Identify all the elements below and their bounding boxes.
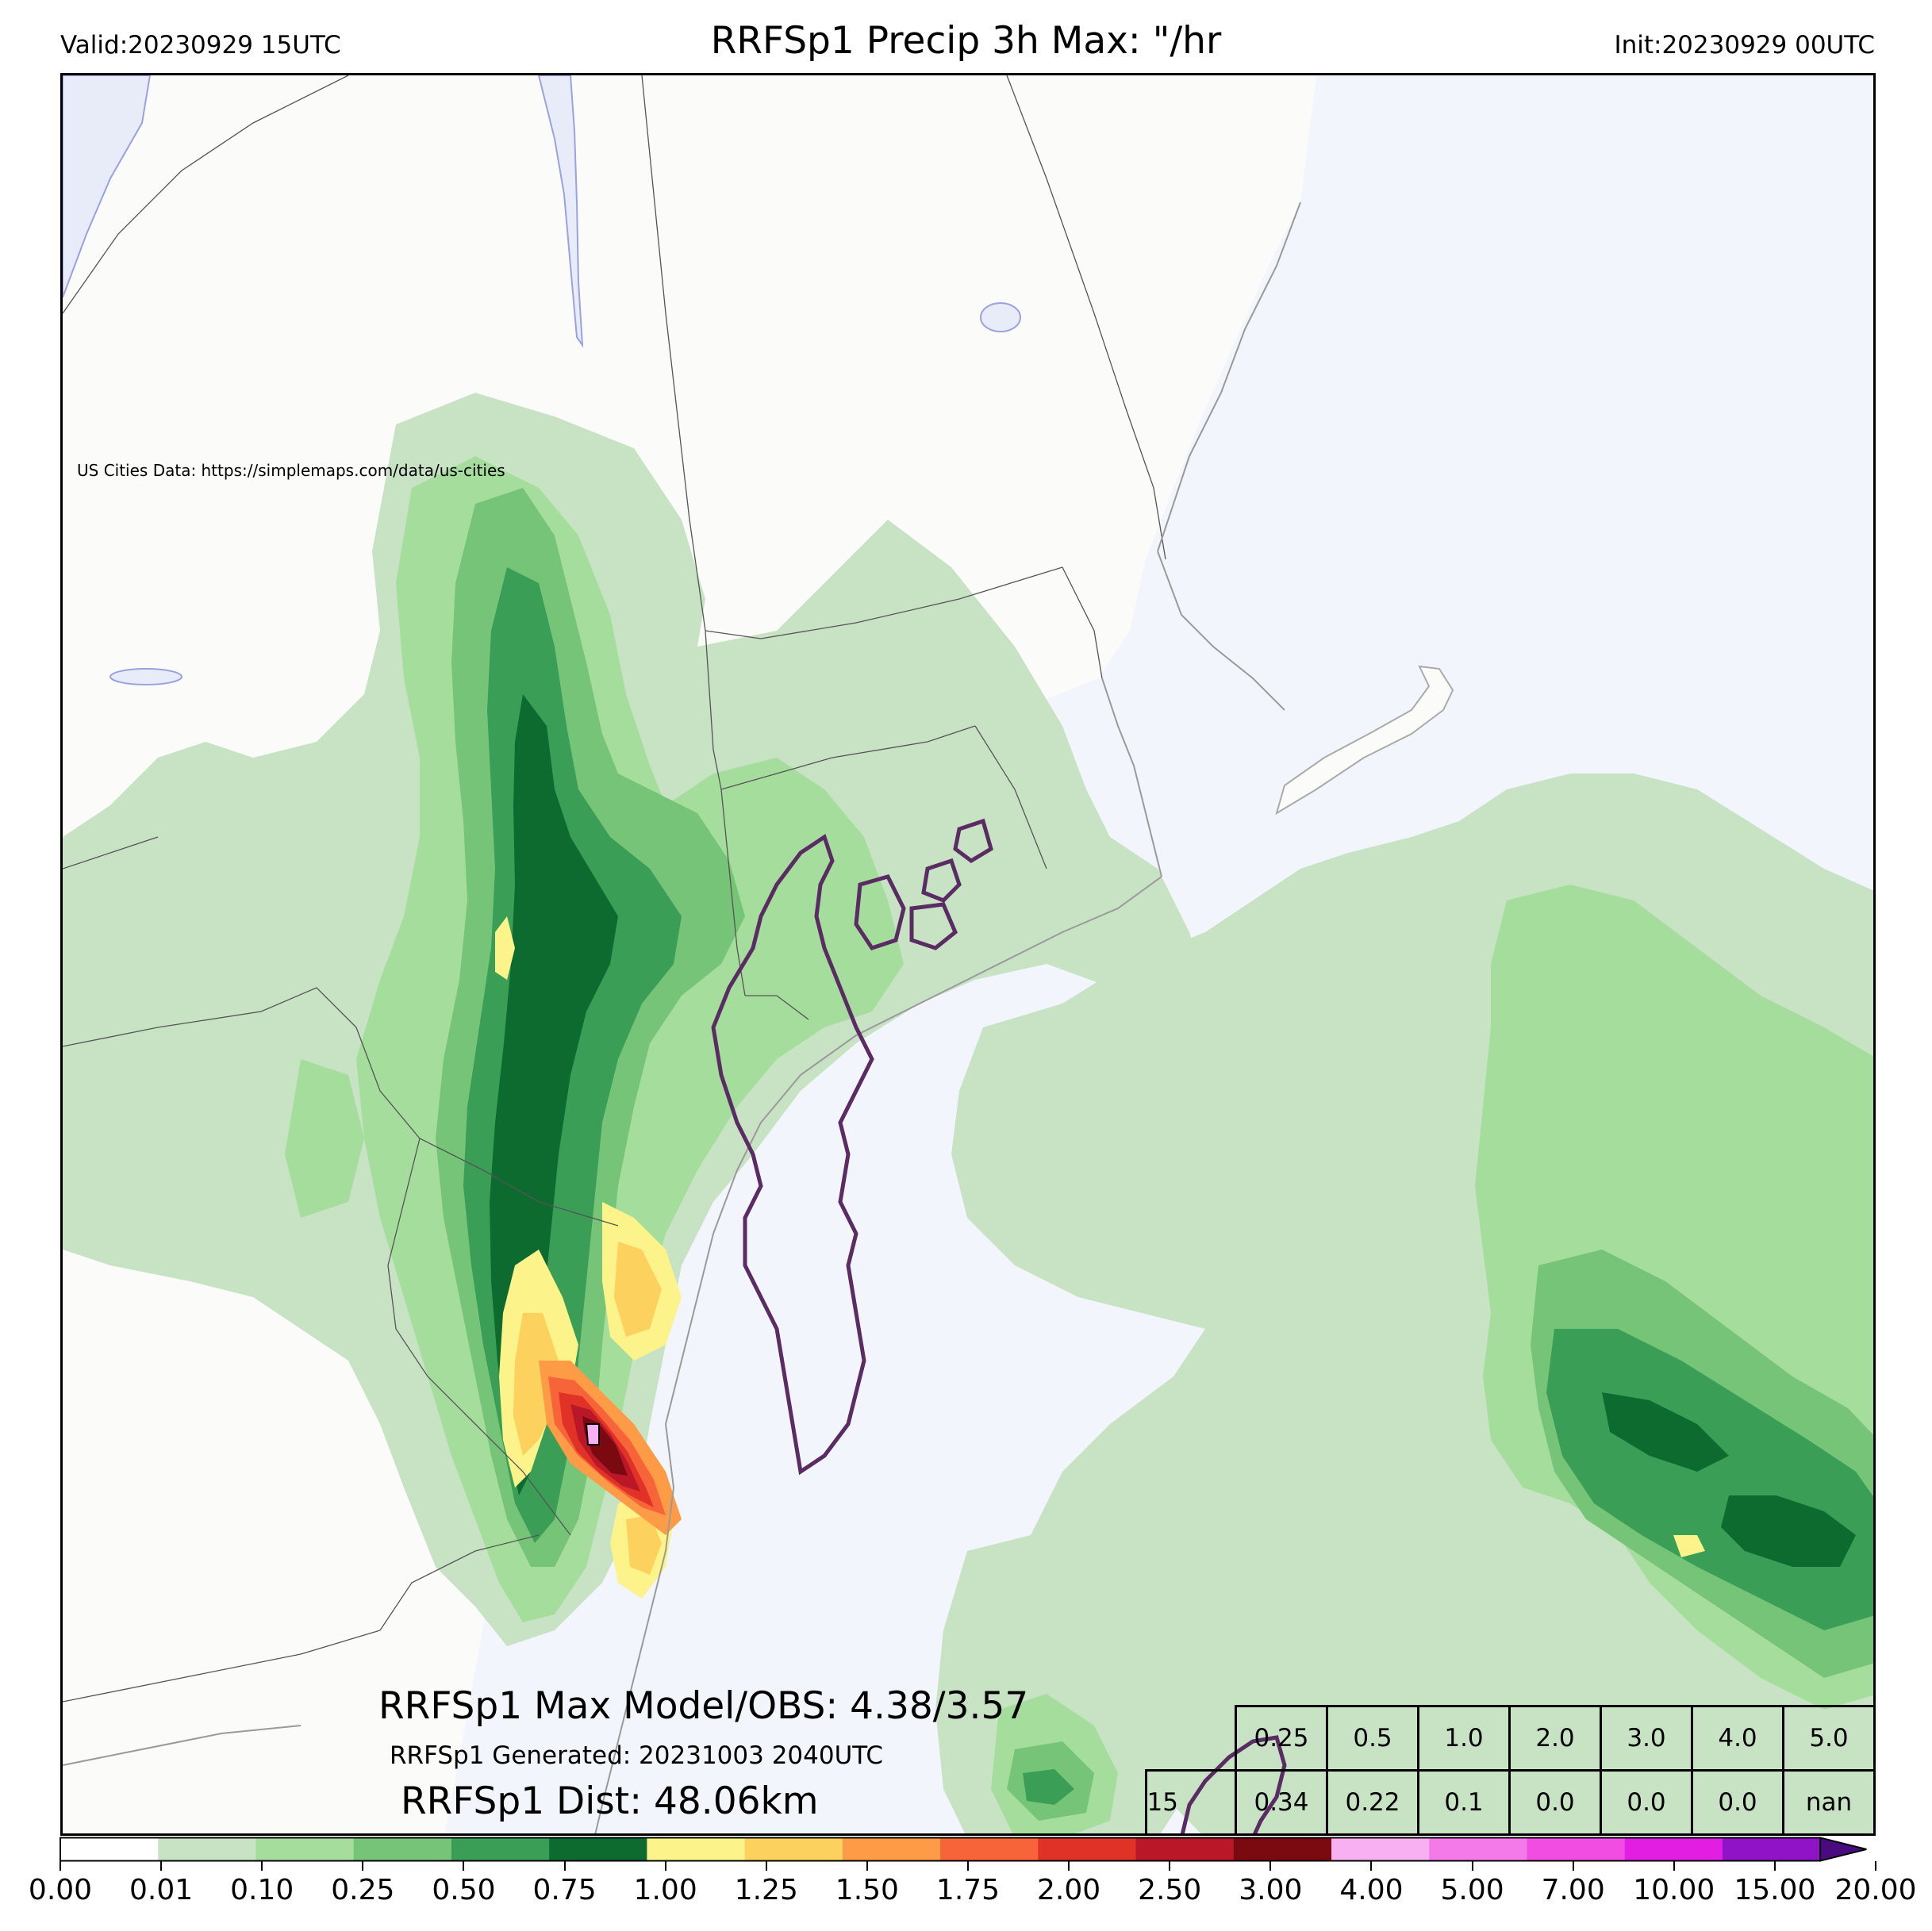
colorbar-tick — [1169, 1861, 1171, 1871]
threshold-cell: 4.0 — [1691, 1705, 1784, 1772]
colorbar-segment — [549, 1837, 647, 1861]
precip-core — [539, 1361, 682, 1535]
score-cell: 0.0 — [1508, 1769, 1602, 1833]
map-graphics — [63, 75, 1873, 1833]
colorbar-tick-label: 4.00 — [1339, 1874, 1404, 1906]
colorbar-tick — [664, 1861, 666, 1871]
colorbar-tick-label: 0.75 — [532, 1874, 597, 1906]
generated-time-label: RRFSp1 Generated: 20231003 2040UTC — [390, 1741, 884, 1770]
colorbar-tick-label: 0.50 — [432, 1874, 496, 1906]
colorbar-tick — [60, 1861, 61, 1871]
score-cell: nan — [1782, 1769, 1873, 1833]
colorbar-tick-label: 2.00 — [1037, 1874, 1101, 1906]
colorbar-segment — [255, 1837, 355, 1861]
table-corner — [1146, 1706, 1236, 1771]
score-table: 0.25 0.5 1.0 2.0 3.0 4.0 5.0 15 0.34 0.2… — [1144, 1705, 1873, 1833]
colorbar-segment — [647, 1837, 746, 1861]
colorbar-tick — [967, 1861, 969, 1871]
colorbar-segment — [1038, 1837, 1137, 1861]
score-cell: 0.0 — [1691, 1769, 1784, 1833]
colorbar-segment — [451, 1837, 550, 1861]
colorbar-tick-label: 5.00 — [1440, 1874, 1504, 1906]
colorbar-tick-label: 0.01 — [129, 1874, 194, 1906]
threshold-cell: 5.0 — [1782, 1705, 1873, 1772]
score-cell: 0.1 — [1417, 1769, 1511, 1833]
row-label: 15 — [1144, 1769, 1237, 1833]
precip-map: US Cities Data: https://simplemaps.com/d… — [60, 73, 1876, 1836]
colorbar-tick-label: 0.25 — [331, 1874, 395, 1906]
colorbar-tick-label: 0.10 — [230, 1874, 294, 1906]
colorbar-tick — [1875, 1861, 1876, 1871]
colorbar-tick — [1773, 1861, 1776, 1871]
colorbar-tick-label: 1.50 — [835, 1874, 899, 1906]
colorbar-tick-label: 0.00 — [28, 1874, 93, 1906]
colorbar-segment — [744, 1837, 843, 1861]
threshold-cell: 0.25 — [1235, 1705, 1328, 1772]
colorbar-segment — [1429, 1837, 1527, 1861]
valid-time-label: Valid:20230929 15UTC — [60, 31, 341, 60]
score-cell: 0.0 — [1600, 1769, 1693, 1833]
colorbar-tick — [1370, 1861, 1373, 1871]
threshold-cell: 0.5 — [1326, 1705, 1419, 1772]
colorbar-segment — [60, 1837, 159, 1861]
colorbar-segment — [1135, 1837, 1235, 1861]
colorbar-segment — [353, 1837, 452, 1861]
colorbar-segment — [1527, 1837, 1626, 1861]
threshold-cell: 1.0 — [1417, 1705, 1511, 1772]
colorbar-tick-label: 20.00 — [1834, 1874, 1917, 1906]
colorbar-tick — [1068, 1861, 1070, 1871]
colorbar-tick — [1673, 1861, 1675, 1871]
data-credit: US Cities Data: https://simplemaps.com/d… — [77, 461, 505, 480]
cape-cod — [1275, 665, 1454, 816]
score-row: 15 0.34 0.22 0.1 0.0 0.0 0.0 nan — [1144, 1769, 1873, 1833]
colorbar-tick — [1471, 1861, 1473, 1871]
colorbar-tick — [563, 1861, 566, 1871]
colorbar-tick-label: 1.25 — [734, 1874, 798, 1906]
colorbar-tick-label: 1.75 — [935, 1874, 1001, 1906]
colorbar-tick — [463, 1861, 465, 1871]
state-borders — [63, 75, 1166, 1703]
map-title: RRFSp1 Precip 3h Max: "/hr — [710, 18, 1222, 63]
colorbar — [60, 1837, 1867, 1862]
lake-ontario-edge — [63, 75, 152, 298]
lake-champlain — [537, 75, 584, 348]
colorbar-extend-arrow — [1819, 1837, 1867, 1862]
colorbar-tick-label: 7.00 — [1541, 1874, 1605, 1906]
max-model-obs-label: RRFSp1 Max Model/OBS: 4.38/3.57 — [378, 1684, 1029, 1728]
colorbar-tick — [362, 1861, 364, 1871]
colorbar-tick — [1572, 1861, 1574, 1871]
colorbar-tick — [1269, 1861, 1272, 1871]
score-cell: 0.34 — [1235, 1769, 1328, 1833]
score-cell: 0.22 — [1326, 1769, 1419, 1833]
small-lake-2 — [980, 302, 1021, 332]
threshold-row: 0.25 0.5 1.0 2.0 3.0 4.0 5.0 — [1146, 1705, 1873, 1772]
colorbar-segment — [158, 1837, 256, 1861]
colorbar-tick-label: 2.50 — [1138, 1874, 1202, 1906]
distance-label: RRFSp1 Dist: 48.06km — [401, 1779, 819, 1823]
coastline — [63, 202, 1301, 1833]
threshold-cell: 2.0 — [1508, 1705, 1602, 1772]
small-lake-1 — [109, 668, 182, 685]
colorbar-tick — [765, 1861, 767, 1871]
colorbar-tick-label: 10.00 — [1633, 1874, 1715, 1906]
colorbar-segment — [1233, 1837, 1332, 1861]
colorbar-segment — [1624, 1837, 1723, 1861]
colorbar-segment — [842, 1837, 941, 1861]
threshold-cell: 3.0 — [1600, 1705, 1693, 1772]
colorbar-tick-label: 3.00 — [1239, 1874, 1303, 1906]
init-time-label: Init:20230929 00UTC — [1614, 31, 1875, 60]
colorbar-segment — [1722, 1837, 1821, 1861]
colorbar-tick — [866, 1861, 868, 1871]
colorbar-tick — [261, 1861, 263, 1871]
colorbar-segment — [940, 1837, 1039, 1861]
colorbar-segment — [1331, 1837, 1430, 1861]
colorbar-tick-label: 15.00 — [1734, 1874, 1816, 1906]
colorbar-tick-label: 1.00 — [633, 1874, 697, 1906]
colorbar-tick — [160, 1861, 163, 1871]
